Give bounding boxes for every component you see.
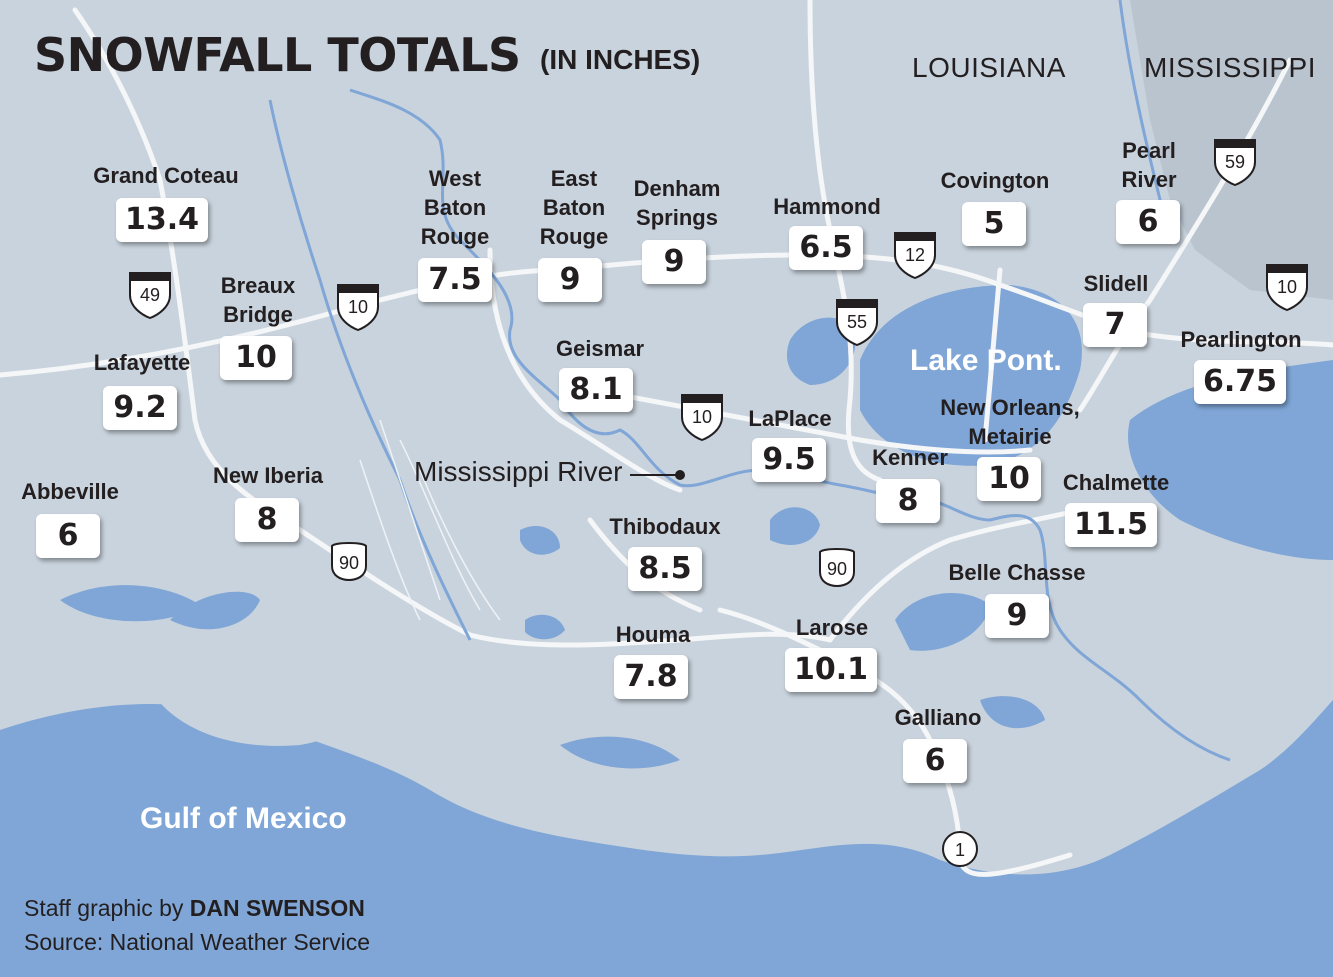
snowfall-value: 10: [220, 336, 292, 380]
map-subtitle: (IN INCHES): [540, 44, 701, 75]
credit-prefix: Staff graphic by: [24, 895, 190, 921]
location-name: East Baton Rouge: [539, 166, 609, 249]
state-label-mississippi: MISSISSIPPI: [1144, 52, 1316, 83]
location-name: Abbeville: [21, 479, 119, 504]
location-name: New Iberia: [212, 463, 324, 488]
snowfall-value: 8.1: [559, 368, 633, 412]
svg-text:10: 10: [348, 297, 368, 317]
location-name: Galliano: [894, 705, 982, 730]
snowfall-value: 6: [903, 739, 967, 783]
svg-text:49: 49: [140, 285, 160, 305]
snowfall-value: 8: [235, 498, 299, 542]
location-name: Geismar: [555, 336, 645, 361]
credit-author: DAN SWENSON: [189, 895, 365, 921]
location-name: Thibodaux: [609, 514, 721, 539]
lake-label: Lake Pont.: [910, 344, 1062, 377]
state-label-louisiana: LOUISIANA: [912, 52, 1066, 83]
snowfall-value: 8: [876, 479, 940, 523]
location-name: New Orleans, Metairie: [940, 395, 1080, 449]
location-name: Grand Coteau: [93, 163, 239, 188]
snowfall-value: 6.5: [789, 226, 863, 270]
snowfall-value: 6: [36, 514, 100, 558]
snowfall-value: 7.5: [418, 258, 492, 302]
credit-line: Staff graphic by DAN SWENSON: [24, 895, 365, 922]
svg-text:90: 90: [339, 553, 359, 573]
svg-text:59: 59: [1225, 152, 1245, 172]
snowfall-value: 9: [985, 594, 1049, 638]
snowfall-value: 10: [977, 457, 1041, 501]
location-name: Breaux Bridge: [220, 273, 296, 327]
location-name: LaPlace: [748, 406, 832, 431]
snowfall-value: 5: [962, 202, 1026, 246]
snowfall-value: 9: [642, 240, 706, 284]
svg-text:10: 10: [1277, 277, 1297, 297]
svg-text:55: 55: [847, 312, 867, 332]
location-name: Belle Chasse: [948, 560, 1086, 585]
snowfall-value: 7.8: [614, 655, 688, 699]
snowfall-value: 6: [1116, 200, 1180, 244]
location-name: Larose: [795, 615, 869, 640]
snowfall-value: 7: [1083, 303, 1147, 347]
snowfall-value: 9.5: [752, 438, 826, 482]
snowfall-value: 8.5: [628, 547, 702, 591]
snowfall-value: 6.75: [1194, 360, 1286, 404]
location-name: Denham Springs: [633, 176, 721, 230]
svg-text:1: 1: [955, 840, 965, 860]
svg-text:10: 10: [692, 407, 712, 427]
location-name: Slidell: [1083, 271, 1149, 296]
snowfall-value: 13.4: [116, 198, 208, 242]
location-name: Hammond: [773, 194, 881, 219]
location-name: Pearlington: [1180, 327, 1302, 352]
location-name: Covington: [940, 168, 1050, 193]
location-name: Houma: [615, 622, 691, 647]
svg-text:90: 90: [827, 559, 847, 579]
map-title: SNOWFALL TOTALS: [34, 28, 521, 82]
gulf-label: Gulf of Mexico: [140, 802, 347, 835]
river-label: Mississippi River: [414, 456, 623, 487]
source-line: Source: National Weather Service: [24, 929, 371, 955]
location-name: West Baton Rouge: [420, 166, 490, 249]
snowfall-value: 10.1: [785, 648, 877, 692]
location-name: Lafayette: [93, 350, 191, 375]
snowfall-value: 11.5: [1065, 503, 1157, 547]
location-name: Kenner: [872, 445, 948, 470]
snowfall-value: 9.2: [103, 386, 177, 430]
location-name: Pearl River: [1121, 138, 1177, 192]
svg-text:12: 12: [905, 245, 925, 265]
location-name: Chalmette: [1062, 470, 1170, 495]
snowfall-value: 9: [538, 258, 602, 302]
